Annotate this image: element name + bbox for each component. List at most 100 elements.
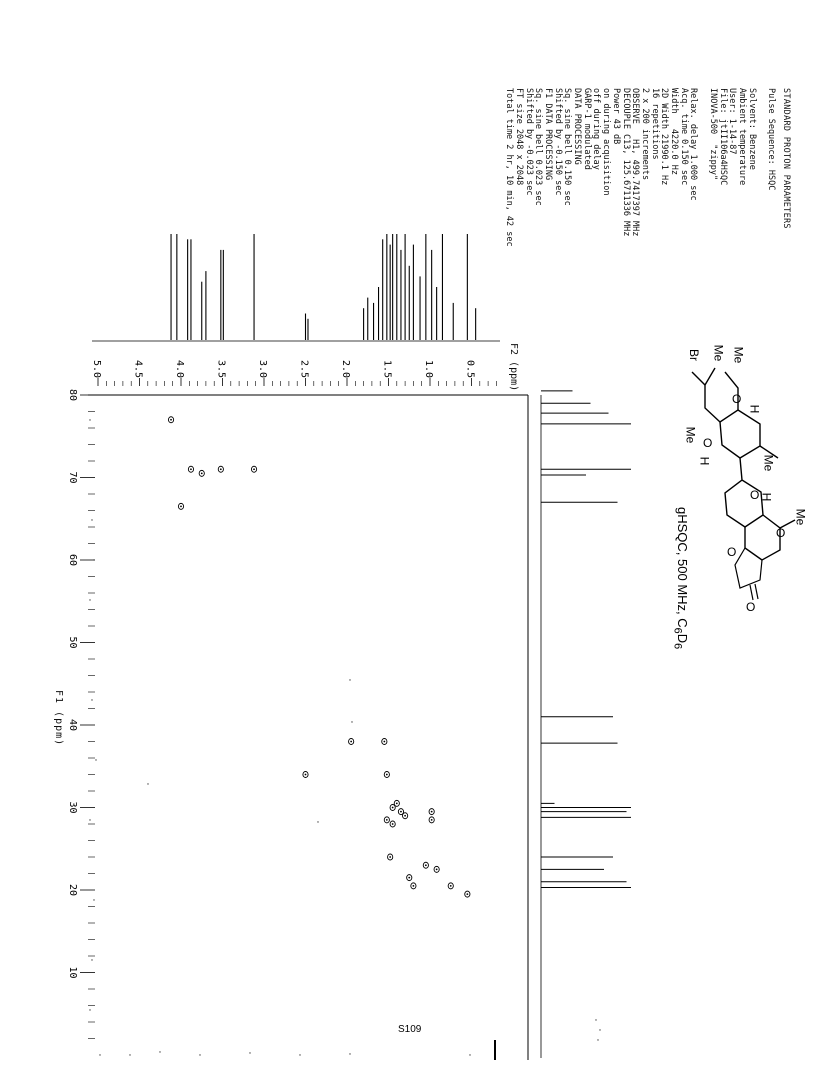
noise-dot	[129, 1054, 131, 1056]
parameter-line: 2 x 200 increments	[639, 88, 650, 181]
f1-tick-label: 40	[67, 719, 78, 731]
cross-peak-center	[200, 472, 203, 475]
noise-dot	[147, 783, 149, 785]
f1-tick-label: 50	[67, 637, 78, 649]
cross-peak	[428, 808, 435, 816]
noise-dot	[159, 1051, 161, 1053]
f1-axis-label: F1 (ppm)	[53, 690, 64, 747]
f2-tick-label: 2.0	[340, 360, 351, 378]
parameter-line: 16 repetitions	[649, 88, 660, 160]
f2-tick-label: 2.5	[299, 360, 310, 378]
cross-peak	[464, 890, 471, 898]
cross-peak	[383, 771, 390, 778]
cross-peak-center	[383, 740, 386, 743]
cross-peak	[198, 469, 205, 477]
f1-tick-label: 70	[67, 472, 78, 484]
f1-tick-label: 30	[67, 802, 78, 814]
atom-o-5: O	[727, 545, 737, 559]
f1-axis-ticks: 80 70 60 50 40 30 20 10	[67, 389, 95, 1039]
cross-peak	[389, 804, 396, 811]
spectrum-caption: gHSQC, 500 MHz, C6D6	[671, 507, 690, 650]
page-number: S109	[398, 1024, 422, 1035]
cross-peak-center	[180, 505, 182, 508]
cross-peak-center	[170, 418, 172, 421]
parameter-line: Relax. delay 1.000 sec	[688, 88, 699, 201]
f2-tick-label: 4.5	[133, 360, 144, 378]
cross-peak-center	[391, 823, 394, 825]
noise-dot	[349, 1053, 351, 1055]
noise-dot	[351, 721, 353, 723]
parameter-line: Ambient temperature	[736, 88, 747, 186]
noise-dot	[89, 1009, 91, 1011]
f1-tick-label: 80	[67, 389, 78, 401]
cross-peak-center	[400, 810, 402, 813]
noise-dot	[299, 1054, 301, 1056]
noise-dot	[349, 679, 351, 681]
atom-me-4: Me	[761, 454, 776, 472]
parameter-line: Power 43 dB	[610, 88, 621, 145]
cross-peak-center	[304, 773, 307, 776]
cross-peak-center	[424, 864, 427, 867]
cross-peak-center	[350, 740, 353, 743]
noise-dot	[91, 699, 93, 701]
cross-peak-center	[430, 810, 433, 813]
f2-tick-label: 5.0	[91, 360, 102, 378]
atom-o-6: O	[746, 600, 756, 614]
noise-dot	[93, 899, 95, 901]
cross-peak-center	[435, 868, 438, 871]
parameter-line: DECOUPLE C13, 125.6711336 MHz	[620, 88, 631, 237]
parameter-line: off during delay	[591, 88, 602, 170]
atom-o-3: O	[750, 488, 760, 502]
cross-peak-center	[385, 818, 388, 821]
cross-peak	[406, 874, 413, 882]
cross-peak	[387, 853, 394, 861]
atom-o-2: O	[703, 436, 713, 450]
cross-peak-center	[190, 468, 192, 471]
cross-peak-center	[404, 814, 406, 817]
f1-tick-label: 60	[67, 554, 78, 566]
cross-peak	[410, 882, 417, 890]
cross-peak-center	[389, 856, 392, 858]
cross-peak-center	[219, 468, 222, 471]
parameters-title: STANDARD PROTON PARAMETERS	[781, 88, 791, 229]
parameter-line: Width 4220.0 Hz	[669, 88, 679, 175]
parameter-line: Acq. time 0.150 sec	[678, 88, 689, 186]
cross-peak	[447, 882, 454, 890]
parameter-line: F1 DATA PROCESSING	[542, 88, 553, 181]
parameter-line: Sq. sine bell 0.023 sec	[533, 88, 544, 206]
atom-o-1: O	[732, 392, 742, 406]
noise-dot	[91, 519, 93, 521]
noise-dot	[597, 1039, 599, 1041]
f2-tick-label: 3.5	[216, 360, 227, 378]
f2-tick-label: 4.0	[174, 360, 185, 378]
atom-me-2: Me	[731, 346, 746, 364]
noise-dot	[95, 759, 97, 761]
cross-peak-center	[385, 773, 388, 776]
f2-tick-label: 3.0	[257, 360, 268, 378]
f2-axis-label: F2 (ppm)	[508, 343, 519, 392]
cross-peak	[348, 738, 355, 745]
cross-peak	[428, 816, 435, 824]
cross-peak-center	[449, 884, 452, 887]
atom-me-5: Me	[793, 508, 808, 526]
plot-frame	[88, 340, 542, 1060]
parameter-line: File: jtII106a4HSQC	[717, 88, 728, 186]
noise-dot	[199, 1054, 201, 1056]
cross-peak	[187, 465, 195, 473]
parameter-line: Total time 2 hr, 10 min, 42 sec	[504, 88, 515, 247]
cross-peak	[217, 465, 224, 473]
noise-dot	[91, 959, 93, 961]
cross-peak	[302, 771, 309, 778]
parameter-line: Pulse Sequence: HSQC	[766, 88, 776, 191]
cross-peak-center	[408, 876, 411, 879]
parameter-line: FT size 2048 x 2048	[513, 88, 524, 186]
cross-peak-center	[412, 884, 415, 887]
parameter-line: User: 1-14-87	[727, 88, 738, 155]
noise-dot	[469, 1054, 471, 1056]
parameter-line: GARP-1 modulated	[581, 88, 592, 170]
parameter-line: DATA PROCESSING	[572, 88, 582, 165]
parameter-line: OBSERVE H1, 499.7417397 MHz	[630, 88, 641, 237]
f2-axis-ticks: 5.0 4.5 4.0 3.5 3.0 2.5 2.0 1.5 1.0 0.5	[91, 360, 497, 386]
parameter-line: Sq. sine bell 0.150 sec	[562, 88, 573, 206]
atom-me-3: Me	[683, 426, 698, 444]
